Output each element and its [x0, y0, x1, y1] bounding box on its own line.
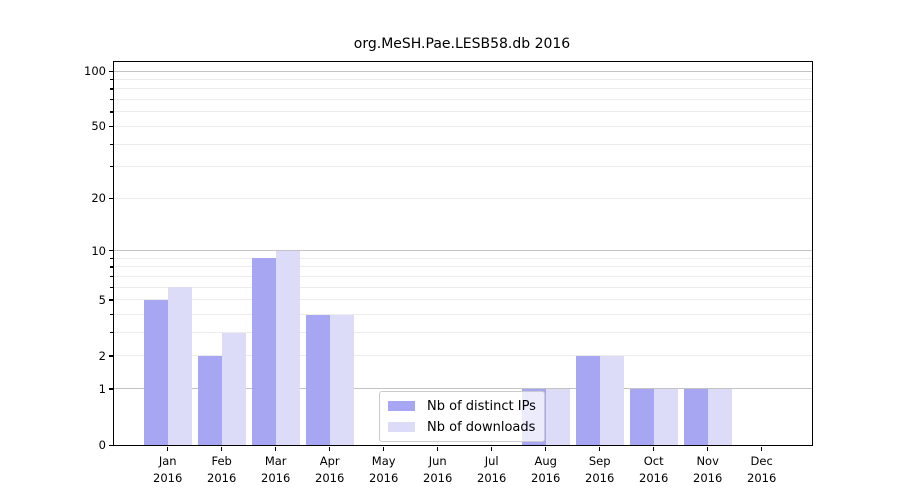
bar-distinct-ips-sep — [575, 356, 600, 445]
y-axis-minor-tick — [110, 276, 113, 278]
gridline-minor — [114, 143, 812, 145]
x-axis-tick-label: Dec 2016 — [747, 454, 777, 485]
x-axis-tick-label: Aug 2016 — [531, 454, 561, 485]
y-axis-tick-label: 50 — [91, 119, 106, 134]
x-axis-tick-label: Jan 2016 — [153, 454, 183, 485]
y-axis-minor-tick — [110, 299, 113, 301]
x-axis-tick — [221, 446, 223, 451]
plot-area: 0 1 2 5 10 20 50 100 Jan 2016 Feb 2016 Mar 2016 Apr 201… — [84, 61, 813, 485]
y-axis-minor-tick — [110, 257, 113, 260]
x-axis-tick-label: Oct 2016 — [639, 454, 669, 485]
gridline-minor — [114, 314, 812, 316]
y-axis-tick-label: 10 — [91, 243, 106, 258]
y-axis-minor-tick — [110, 79, 113, 81]
gridline-minor — [114, 332, 812, 334]
bar-downloads-apr — [329, 314, 354, 445]
gridline-minor — [114, 197, 812, 199]
gridline-major — [114, 250, 812, 252]
bar-distinct-ips-feb — [197, 356, 222, 445]
bar-downloads-feb — [221, 332, 246, 445]
y-axis-minor-tick — [110, 166, 113, 168]
chart-title: org.MeSH.Pae.LESB58.db 2016 — [353, 36, 571, 52]
y-axis-minor-tick — [110, 99, 113, 101]
gridline-minor — [114, 266, 812, 268]
legend-item-distinct-ips: Nb of distinct IPs — [388, 398, 536, 414]
y-axis-tick-label: 100 — [84, 64, 106, 79]
bar-downloads-oct — [653, 388, 678, 445]
x-axis-tick — [437, 446, 439, 451]
x-axis-tick-label: Apr 2016 — [315, 454, 345, 485]
y-axis-tick-label: 0 — [98, 438, 106, 452]
gridline-minor — [114, 99, 812, 101]
y-axis-minor-tick — [110, 355, 113, 357]
x-axis-tick — [491, 446, 493, 451]
gridline-minor — [114, 166, 812, 168]
x-axis-tick — [383, 446, 385, 451]
x-axis-tick — [707, 446, 709, 451]
y-axis-tick-label: 2 — [98, 348, 106, 363]
y-axis-tick-label: 1 — [98, 381, 106, 396]
gridline-minor — [114, 88, 812, 90]
y-axis-minor-tick — [110, 125, 113, 128]
x-axis-tick-label: Jul 2016 — [477, 454, 507, 485]
legend-label-downloads: Nb of downloads — [427, 419, 536, 435]
gridline-minor — [114, 79, 812, 81]
bar-downloads-nov — [707, 388, 732, 445]
y-axis-minor-tick — [110, 314, 113, 316]
legend-swatch-distinct-ips-icon — [388, 401, 415, 411]
gridline-minor — [114, 125, 812, 127]
gridline-minor — [114, 299, 812, 301]
bar-distinct-ips-nov — [683, 388, 708, 445]
x-axis-tick-label: Nov 2016 — [693, 454, 723, 485]
y-axis-tick — [108, 250, 113, 252]
y-axis-minor-tick — [110, 332, 113, 334]
gridline-minor — [114, 111, 812, 113]
x-axis-tick — [167, 446, 169, 451]
bar-downloads-jan — [167, 287, 192, 445]
y-axis-minor-tick — [110, 286, 113, 289]
y-axis-tick-label: 20 — [91, 191, 106, 206]
gridline-minor — [114, 286, 812, 288]
legend-item-downloads: Nb of downloads — [388, 419, 536, 435]
bar-downloads-aug — [545, 388, 570, 445]
y-axis-minor-tick — [110, 88, 113, 90]
bar-downloads-sep — [599, 356, 624, 445]
bar-downloads-mar — [275, 250, 300, 445]
y-axis-minor-tick — [110, 266, 113, 268]
bar-distinct-ips-apr — [305, 314, 330, 445]
gridline-minor — [114, 257, 812, 259]
x-axis-tick-label: Jun 2016 — [423, 454, 453, 485]
x-axis-tick — [599, 446, 601, 451]
x-axis-tick-label: Sep 2016 — [585, 454, 615, 485]
legend-swatch-downloads-icon — [388, 422, 415, 432]
gridline-major — [114, 388, 812, 390]
y-axis-minor-tick — [110, 197, 113, 200]
x-axis-tick — [545, 446, 547, 451]
y-axis-tick — [108, 70, 113, 72]
gridline-minor — [114, 355, 812, 357]
y-axis-minor-tick — [110, 143, 113, 145]
bar-distinct-ips-oct — [629, 388, 654, 445]
x-axis-tick-label: Feb 2016 — [207, 454, 237, 485]
x-axis-tick — [275, 446, 277, 451]
legend-label-distinct-ips: Nb of distinct IPs — [427, 398, 536, 414]
y-axis-tick-label: 5 — [98, 292, 106, 307]
x-axis-tick — [329, 446, 331, 451]
bar-distinct-ips-jan — [143, 299, 168, 445]
x-axis-tick — [653, 446, 655, 451]
gridline-minor — [114, 276, 812, 278]
y-axis-tick — [108, 388, 113, 390]
bar-distinct-ips-mar — [251, 258, 276, 445]
y-axis-tick — [108, 444, 113, 446]
gridline-major — [114, 70, 812, 72]
x-axis-tick — [761, 446, 763, 451]
x-axis-tick-label: Mar 2016 — [261, 454, 291, 485]
x-axis-tick-label: May 2016 — [369, 454, 399, 485]
y-axis-minor-tick — [110, 111, 113, 113]
legend: Nb of distinct IPs Nb of downloads — [379, 391, 545, 442]
